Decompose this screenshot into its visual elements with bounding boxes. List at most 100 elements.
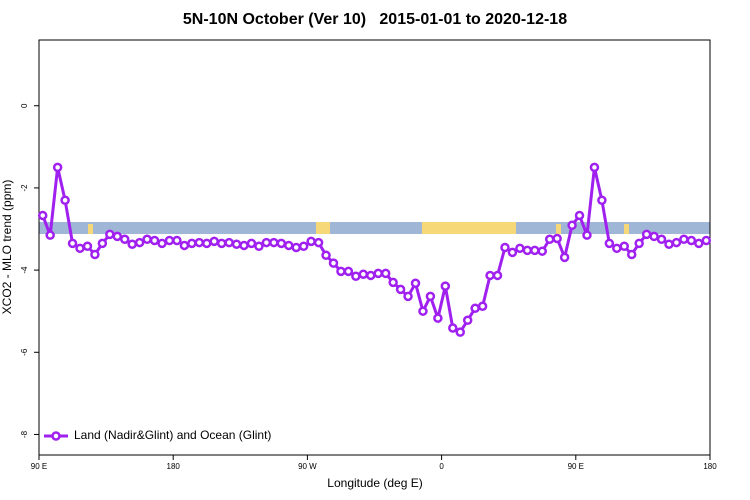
point — [507, 247, 518, 258]
land-patch — [624, 224, 629, 234]
point — [246, 238, 257, 249]
point — [544, 234, 555, 245]
point — [119, 234, 130, 245]
point — [276, 238, 287, 249]
point — [52, 162, 63, 173]
point — [67, 238, 78, 249]
point — [641, 229, 652, 240]
x-tick-label: 180 — [703, 462, 717, 471]
point — [194, 237, 205, 248]
point — [328, 258, 339, 268]
point — [105, 229, 115, 240]
point — [559, 252, 570, 263]
legend-marker — [51, 431, 61, 441]
y-tick-label: -4 — [20, 266, 29, 274]
x-tick-label: 90 E — [568, 462, 584, 471]
point — [157, 238, 167, 249]
point — [589, 162, 600, 173]
point — [45, 230, 55, 240]
point — [612, 243, 622, 254]
land-ocean-strip — [39, 222, 710, 234]
point — [686, 235, 697, 246]
y-tick-label: -2 — [20, 184, 29, 192]
point — [313, 237, 324, 248]
y-tick-label: -6 — [20, 348, 29, 356]
point — [134, 237, 145, 248]
point — [380, 268, 391, 279]
land-patch — [556, 224, 561, 234]
point — [164, 235, 175, 246]
point — [231, 239, 242, 249]
point — [187, 238, 197, 249]
point — [567, 220, 577, 231]
point — [395, 284, 406, 295]
series-line — [41, 167, 707, 335]
point — [500, 242, 510, 253]
point — [694, 238, 704, 249]
point — [90, 249, 100, 260]
point — [366, 270, 376, 281]
point — [112, 231, 123, 242]
point — [664, 239, 674, 249]
point — [634, 238, 644, 249]
point — [701, 235, 712, 246]
point — [656, 234, 667, 245]
point — [574, 210, 585, 221]
point — [343, 266, 354, 277]
point — [582, 230, 592, 240]
point — [679, 234, 689, 245]
point — [291, 242, 301, 253]
point — [127, 239, 137, 249]
point — [604, 238, 615, 249]
point — [351, 271, 361, 282]
point — [261, 237, 272, 248]
point — [448, 323, 458, 333]
legend: Land (Nadir&Glint) and Ocean (Glint) — [44, 428, 271, 442]
point — [522, 245, 533, 256]
point — [671, 237, 682, 248]
point — [298, 241, 309, 252]
x-axis-label: Longitude (deg E) — [327, 476, 422, 490]
point — [179, 240, 190, 251]
legend-label: Land (Nadir&Glint) and Ocean (Glint) — [74, 428, 271, 442]
x-tick-label: 90 W — [298, 462, 317, 471]
point — [418, 306, 428, 316]
point — [626, 249, 637, 260]
point — [440, 281, 451, 291]
point — [82, 241, 93, 252]
land-patch — [422, 222, 516, 234]
point — [75, 243, 85, 254]
point — [477, 301, 488, 312]
point — [254, 241, 264, 252]
point — [552, 233, 562, 244]
point — [455, 327, 465, 337]
point — [649, 231, 659, 242]
point — [142, 234, 152, 245]
point — [388, 277, 398, 288]
point — [619, 241, 630, 252]
point — [515, 243, 525, 254]
point — [172, 235, 182, 246]
point — [433, 313, 443, 323]
point — [60, 195, 70, 205]
point — [269, 237, 279, 248]
plot-frame — [38, 39, 711, 456]
point — [485, 270, 495, 281]
point — [373, 268, 383, 279]
point — [336, 266, 346, 277]
ocean-band — [39, 222, 710, 234]
point — [425, 291, 436, 302]
point — [216, 238, 227, 249]
point — [306, 236, 316, 247]
x-tick-label: 0 — [439, 462, 444, 471]
y-tick-label: 0 — [20, 103, 29, 108]
point — [410, 278, 421, 288]
point — [202, 238, 212, 249]
point — [530, 245, 540, 256]
point — [284, 240, 294, 251]
point — [462, 315, 473, 325]
x-tick-label: 180 — [167, 462, 181, 471]
land-patch — [88, 224, 93, 234]
